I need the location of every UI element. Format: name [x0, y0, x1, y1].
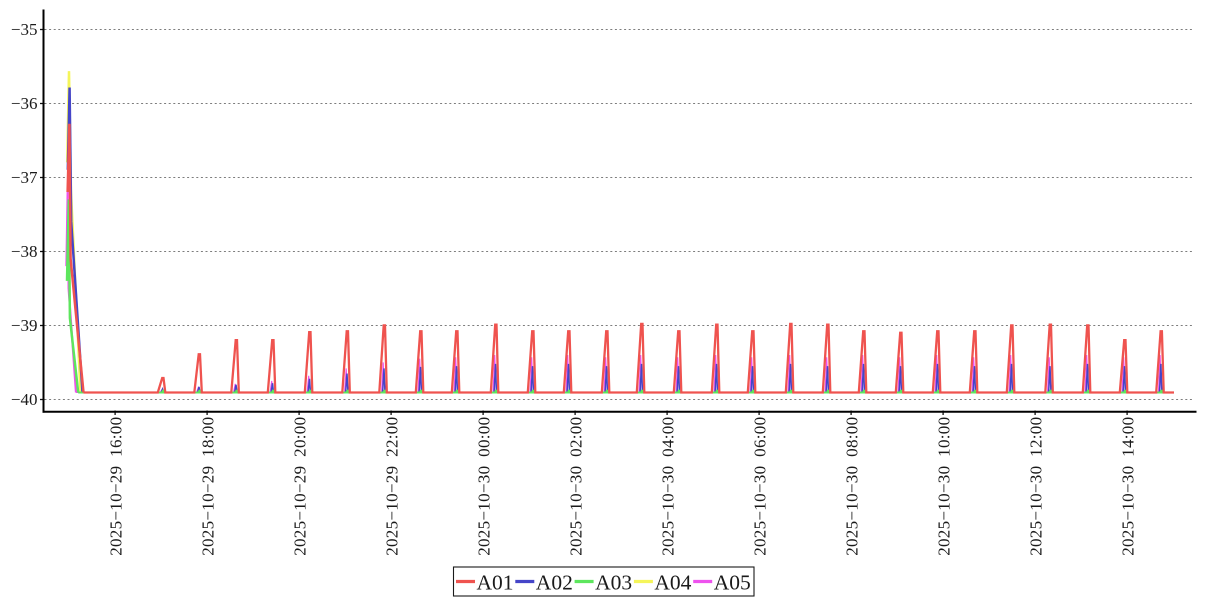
- svg-text:2025−10−29 22:00: 2025−10−29 22:00: [382, 417, 401, 556]
- svg-text:2025−10−29 20:00: 2025−10−29 20:00: [290, 417, 309, 556]
- svg-text:2025−10−30 04:00: 2025−10−30 04:00: [658, 417, 677, 556]
- svg-text:2025−10−30 00:00: 2025−10−30 00:00: [474, 417, 493, 556]
- svg-text:2025−10−30 14:00: 2025−10−30 14:00: [1118, 417, 1137, 556]
- svg-text:A04: A04: [654, 571, 691, 595]
- svg-text:−40: −40: [11, 390, 38, 409]
- svg-text:A02: A02: [536, 571, 573, 595]
- svg-text:2025−10−30 06:00: 2025−10−30 06:00: [750, 417, 769, 556]
- svg-text:2025−10−29 18:00: 2025−10−29 18:00: [198, 417, 217, 556]
- svg-text:2025−10−30 12:00: 2025−10−30 12:00: [1026, 417, 1045, 556]
- svg-text:−35: −35: [11, 20, 38, 39]
- svg-text:A03: A03: [595, 571, 632, 595]
- svg-text:A01: A01: [477, 571, 514, 595]
- svg-text:−38: −38: [11, 242, 38, 261]
- svg-text:A05: A05: [714, 571, 751, 595]
- svg-text:−39: −39: [11, 316, 38, 335]
- svg-text:2025−10−30 08:00: 2025−10−30 08:00: [842, 417, 861, 556]
- svg-text:2025−10−30 10:00: 2025−10−30 10:00: [934, 417, 953, 556]
- svg-text:−37: −37: [11, 168, 38, 187]
- svg-text:−36: −36: [11, 94, 38, 113]
- svg-text:2025−10−29 16:00: 2025−10−29 16:00: [106, 417, 125, 556]
- svg-text:2025−10−30 02:00: 2025−10−30 02:00: [566, 417, 585, 556]
